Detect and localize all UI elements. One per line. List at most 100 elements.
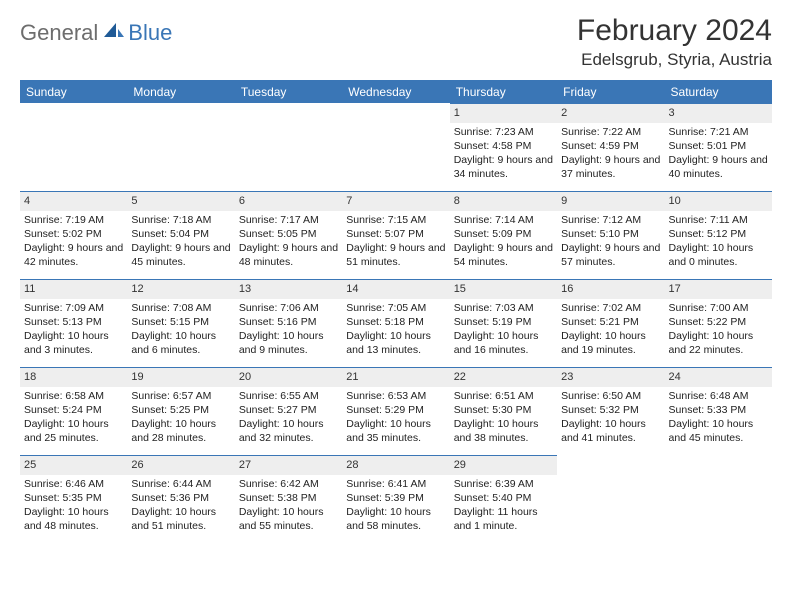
calendar-day-empty bbox=[342, 103, 449, 191]
day-number: 27 bbox=[235, 455, 342, 475]
daylight-line: Daylight: 10 hours and 38 minutes. bbox=[454, 417, 553, 445]
dayname-friday: Friday bbox=[557, 81, 664, 103]
day-details: Sunrise: 6:51 AMSunset: 5:30 PMDaylight:… bbox=[450, 387, 557, 450]
sunset-line: Sunset: 5:15 PM bbox=[131, 315, 230, 329]
calendar-day: 18Sunrise: 6:58 AMSunset: 5:24 PMDayligh… bbox=[20, 367, 127, 455]
sunset-line: Sunset: 5:36 PM bbox=[131, 491, 230, 505]
day-details: Sunrise: 6:55 AMSunset: 5:27 PMDaylight:… bbox=[235, 387, 342, 450]
calendar-day: 20Sunrise: 6:55 AMSunset: 5:27 PMDayligh… bbox=[235, 367, 342, 455]
day-number: 6 bbox=[235, 191, 342, 211]
day-details: Sunrise: 7:08 AMSunset: 5:15 PMDaylight:… bbox=[127, 299, 234, 362]
sunrise-line: Sunrise: 7:02 AM bbox=[561, 301, 660, 315]
daylight-line: Daylight: 10 hours and 16 minutes. bbox=[454, 329, 553, 357]
sunset-line: Sunset: 5:22 PM bbox=[669, 315, 768, 329]
sunrise-line: Sunrise: 7:23 AM bbox=[454, 125, 553, 139]
day-details: Sunrise: 6:50 AMSunset: 5:32 PMDaylight:… bbox=[557, 387, 664, 450]
daylight-line: Daylight: 10 hours and 9 minutes. bbox=[239, 329, 338, 357]
calendar-week: 4 Sunrise: 7:19 AMSunset: 5:02 PM Daylight… bbox=[20, 191, 772, 279]
calendar-day: 28Sunrise: 6:41 AMSunset: 5:39 PMDayligh… bbox=[342, 455, 449, 543]
sunrise-line: Sunrise: 7:18 AM bbox=[131, 213, 230, 227]
day-details: Sunrise: 7:15 AMSunset: 5:07 PMDaylight:… bbox=[342, 211, 449, 274]
day-number: 29 bbox=[450, 455, 557, 475]
sunrise-line: Sunrise: 7:19 AM bbox=[24, 213, 123, 227]
daylight-line: Daylight: 9 hours and 45 minutes. bbox=[131, 241, 230, 269]
sunset-line: Sunset: 5:09 PM bbox=[454, 227, 553, 241]
day-number: 23 bbox=[557, 367, 664, 387]
dayname-sunday: Sunday bbox=[20, 81, 127, 103]
daylight-line: Daylight: 10 hours and 22 minutes. bbox=[669, 329, 768, 357]
calendar-day: 10Sunrise: 7:11 AMSunset: 5:12 PMDayligh… bbox=[665, 191, 772, 279]
sunset-line: Sunset: 5:02 PM bbox=[24, 227, 123, 241]
day-number: 18 bbox=[20, 367, 127, 387]
title-block: February 2024 Edelsgrub, Styria, Austria bbox=[577, 14, 772, 70]
daylight-line: Daylight: 9 hours and 48 minutes. bbox=[239, 241, 338, 269]
sunset-line: Sunset: 5:30 PM bbox=[454, 403, 553, 417]
sunrise-line: Sunrise: 7:12 AM bbox=[561, 213, 660, 227]
daylight-line: Daylight: 10 hours and 58 minutes. bbox=[346, 505, 445, 533]
day-number: 21 bbox=[342, 367, 449, 387]
daylight-line: Daylight: 11 hours and 1 minute. bbox=[454, 505, 553, 533]
day-details: Sunrise: 7:14 AMSunset: 5:09 PMDaylight:… bbox=[450, 211, 557, 274]
calendar-day: 7Sunrise: 7:15 AMSunset: 5:07 PMDaylight… bbox=[342, 191, 449, 279]
calendar-day: 27Sunrise: 6:42 AMSunset: 5:38 PMDayligh… bbox=[235, 455, 342, 543]
daylight-line: Daylight: 10 hours and 25 minutes. bbox=[24, 417, 123, 445]
day-number: 3 bbox=[665, 103, 772, 123]
day-details: Sunrise: 7:17 AMSunset: 5:05 PMDaylight:… bbox=[235, 211, 342, 274]
day-number: 19 bbox=[127, 367, 234, 387]
sunset-line: Sunset: 5:12 PM bbox=[669, 227, 768, 241]
daylight-line: Daylight: 10 hours and 13 minutes. bbox=[346, 329, 445, 357]
day-details: Sunrise: 7:23 AMSunset: 4:58 PMDaylight:… bbox=[450, 123, 557, 186]
dayname-tuesday: Tuesday bbox=[235, 81, 342, 103]
day-details: Sunrise: 7:00 AMSunset: 5:22 PMDaylight:… bbox=[665, 299, 772, 362]
calendar-day: 16 Sunrise: 7:02 AMSunset: 5:21 PMDayligh… bbox=[557, 279, 664, 367]
header: General Blue February 2024 Edelsgrub, St… bbox=[20, 14, 772, 70]
sunrise-line: Sunrise: 7:14 AM bbox=[454, 213, 553, 227]
calendar-day: 26Sunrise: 6:44 AMSunset: 5:36 PMDayligh… bbox=[127, 455, 234, 543]
calendar-day: 25Sunrise: 6:46 AMSunset: 5:35 PMDayligh… bbox=[20, 455, 127, 543]
day-number: 26 bbox=[127, 455, 234, 475]
logo-text-blue: Blue bbox=[128, 20, 172, 46]
daylight-line: Daylight: 10 hours and 19 minutes. bbox=[561, 329, 660, 357]
calendar-table: SundayMondayTuesdayWednesdayThursdayFrid… bbox=[20, 81, 772, 543]
day-details: Sunrise: 7:21 AMSunset: 5:01 PMDaylight:… bbox=[665, 123, 772, 186]
calendar-week: 11Sunrise: 7:09 AMSunset: 5:13 PMDayligh… bbox=[20, 279, 772, 367]
calendar-head: SundayMondayTuesdayWednesdayThursdayFrid… bbox=[20, 81, 772, 103]
sunrise-line: Sunrise: 6:57 AM bbox=[131, 389, 230, 403]
sunset-line: Sunset: 5:16 PM bbox=[239, 315, 338, 329]
daylight-line: Daylight: 10 hours and 51 minutes. bbox=[131, 505, 230, 533]
sunset-line: Sunset: 5:04 PM bbox=[131, 227, 230, 241]
sunset-line: Sunset: 5:18 PM bbox=[346, 315, 445, 329]
sunrise-line: Sunrise: 7:05 AM bbox=[346, 301, 445, 315]
day-number: 17 bbox=[665, 279, 772, 299]
calendar-day-empty bbox=[557, 455, 664, 543]
day-details: Sunrise: 7:09 AMSunset: 5:13 PMDaylight:… bbox=[20, 299, 127, 362]
day-details: Sunrise: 6:41 AMSunset: 5:39 PMDaylight:… bbox=[342, 475, 449, 538]
sunrise-line: Sunrise: 6:53 AM bbox=[346, 389, 445, 403]
sunrise-line: Sunrise: 6:48 AM bbox=[669, 389, 768, 403]
daylight-line: Daylight: 9 hours and 34 minutes. bbox=[454, 153, 553, 181]
day-number: 4 bbox=[20, 191, 127, 211]
daylight-line: Daylight: 9 hours and 51 minutes. bbox=[346, 241, 445, 269]
sunrise-line: Sunrise: 7:00 AM bbox=[669, 301, 768, 315]
day-number: 5 bbox=[127, 191, 234, 211]
sunrise-line: Sunrise: 7:15 AM bbox=[346, 213, 445, 227]
day-number: 16 bbox=[557, 279, 664, 299]
calendar-week: 25Sunrise: 6:46 AMSunset: 5:35 PMDayligh… bbox=[20, 455, 772, 543]
day-details: Sunrise: 6:48 AMSunset: 5:33 PMDaylight:… bbox=[665, 387, 772, 450]
calendar-day: 6Sunrise: 7:17 AMSunset: 5:05 PMDaylight… bbox=[235, 191, 342, 279]
calendar-day: 29Sunrise: 6:39 AMSunset: 5:40 PMDayligh… bbox=[450, 455, 557, 543]
day-number: 11 bbox=[20, 279, 127, 299]
daylight-line: Daylight: 9 hours and 57 minutes. bbox=[561, 241, 660, 269]
day-details: Sunrise: 6:58 AMSunset: 5:24 PMDaylight:… bbox=[20, 387, 127, 450]
calendar-day: 4Sunrise: 7:19 AMSunset: 5:02 PMDaylight… bbox=[20, 191, 127, 279]
dayname-saturday: Saturday bbox=[665, 81, 772, 103]
calendar-day: 13Sunrise: 7:06 AMSunset: 5:16 PMDayligh… bbox=[235, 279, 342, 367]
sunset-line: Sunset: 5:21 PM bbox=[561, 315, 660, 329]
sunrise-line: Sunrise: 7:06 AM bbox=[239, 301, 338, 315]
sunset-line: Sunset: 5:24 PM bbox=[24, 403, 123, 417]
calendar-day: 3Sunrise: 7:21 AMSunset: 5:01 PMDaylight… bbox=[665, 103, 772, 191]
sunrise-line: Sunrise: 6:50 AM bbox=[561, 389, 660, 403]
sunset-line: Sunset: 5:33 PM bbox=[669, 403, 768, 417]
month-title: February 2024 bbox=[577, 14, 772, 48]
day-details: Sunrise: 7:05 AMSunset: 5:18 PMDaylight:… bbox=[342, 299, 449, 362]
